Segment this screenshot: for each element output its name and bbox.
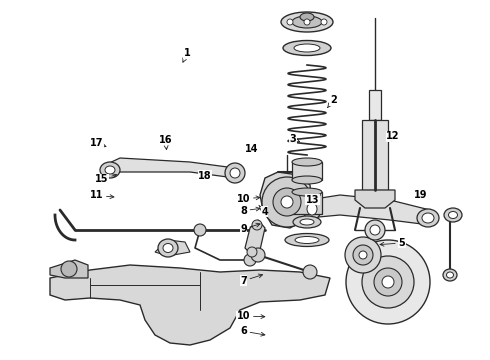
- Text: 1: 1: [183, 48, 191, 62]
- Circle shape: [304, 19, 310, 25]
- Text: 11: 11: [90, 190, 114, 201]
- Circle shape: [273, 188, 301, 216]
- Ellipse shape: [292, 158, 322, 166]
- Polygon shape: [355, 190, 395, 208]
- Ellipse shape: [293, 216, 321, 228]
- Text: 6: 6: [240, 326, 265, 336]
- Text: 10: 10: [237, 311, 265, 321]
- Polygon shape: [155, 240, 190, 256]
- Polygon shape: [245, 220, 265, 255]
- Ellipse shape: [292, 188, 322, 196]
- Ellipse shape: [443, 269, 457, 281]
- Text: 2: 2: [328, 95, 337, 108]
- Ellipse shape: [294, 44, 320, 52]
- Circle shape: [230, 168, 240, 178]
- Circle shape: [244, 254, 256, 266]
- Circle shape: [382, 276, 394, 288]
- Circle shape: [251, 248, 265, 262]
- Text: 15: 15: [95, 174, 117, 184]
- Text: 16: 16: [159, 135, 172, 149]
- Bar: [292, 162, 322, 180]
- Ellipse shape: [422, 213, 434, 223]
- Polygon shape: [308, 195, 430, 225]
- Text: 3: 3: [290, 134, 300, 144]
- Circle shape: [225, 163, 245, 183]
- Ellipse shape: [105, 166, 115, 174]
- Text: 5: 5: [380, 238, 405, 248]
- Text: 19: 19: [414, 190, 427, 200]
- Circle shape: [359, 251, 367, 259]
- Circle shape: [287, 19, 293, 25]
- Ellipse shape: [303, 198, 321, 220]
- Text: 13: 13: [306, 195, 320, 205]
- Circle shape: [362, 256, 414, 308]
- Circle shape: [370, 225, 380, 235]
- Circle shape: [194, 224, 206, 236]
- Ellipse shape: [100, 162, 120, 178]
- Ellipse shape: [307, 203, 317, 215]
- Ellipse shape: [300, 219, 314, 225]
- Circle shape: [252, 220, 262, 230]
- Ellipse shape: [292, 16, 322, 28]
- Text: 12: 12: [386, 131, 400, 142]
- Bar: [292, 192, 322, 214]
- Circle shape: [346, 240, 430, 324]
- Circle shape: [374, 268, 402, 296]
- Ellipse shape: [292, 176, 322, 184]
- Polygon shape: [50, 265, 330, 345]
- Polygon shape: [105, 158, 235, 178]
- Ellipse shape: [163, 243, 173, 252]
- Circle shape: [353, 245, 373, 265]
- Ellipse shape: [285, 234, 329, 247]
- Text: 8: 8: [240, 206, 260, 216]
- Circle shape: [247, 247, 257, 257]
- Ellipse shape: [446, 272, 454, 278]
- Text: 9: 9: [240, 223, 260, 234]
- Ellipse shape: [448, 211, 458, 219]
- Circle shape: [345, 237, 381, 273]
- Ellipse shape: [444, 208, 462, 222]
- Ellipse shape: [300, 13, 314, 21]
- Text: 18: 18: [198, 171, 212, 181]
- Polygon shape: [50, 260, 88, 278]
- Circle shape: [281, 196, 293, 208]
- Circle shape: [321, 19, 327, 25]
- Ellipse shape: [158, 239, 178, 257]
- Bar: [369, 90, 381, 120]
- Ellipse shape: [417, 209, 439, 227]
- Circle shape: [365, 220, 385, 240]
- Text: 17: 17: [90, 138, 106, 148]
- Bar: [362, 120, 388, 190]
- Circle shape: [303, 265, 317, 279]
- Polygon shape: [260, 172, 312, 228]
- Ellipse shape: [283, 40, 331, 55]
- Ellipse shape: [281, 12, 333, 32]
- Circle shape: [61, 261, 77, 277]
- Text: 14: 14: [245, 144, 258, 154]
- Text: 10: 10: [237, 194, 260, 204]
- Text: 7: 7: [240, 274, 263, 286]
- Text: 4: 4: [259, 205, 268, 217]
- Circle shape: [262, 177, 312, 227]
- Ellipse shape: [295, 237, 319, 243]
